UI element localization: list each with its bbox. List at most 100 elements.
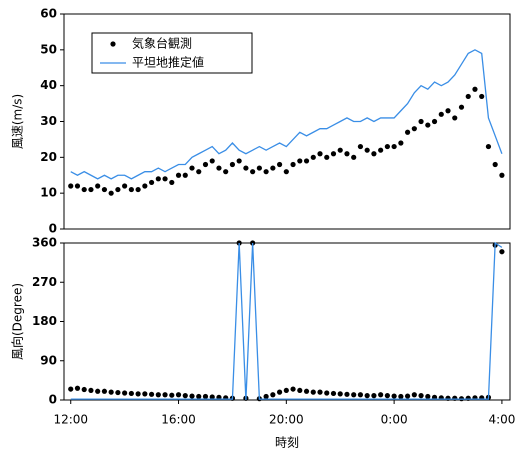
data-point [88,387,94,394]
data-point [283,387,289,394]
data-point [378,147,384,153]
line-series [70,49,503,180]
y-tick-label: 20 [40,150,57,164]
y-tick-label: 0 [49,222,57,236]
data-point [101,186,108,193]
data-point [68,183,74,189]
data-point [485,143,492,150]
data-point [411,392,417,398]
data-point [142,183,148,189]
data-point [209,394,215,400]
data-point [148,391,155,397]
data-point [404,393,411,399]
data-point [115,389,121,396]
data-point [317,151,323,157]
data-point [303,158,310,164]
data-point [182,172,188,178]
data-point [357,143,364,150]
data-point [142,391,148,397]
data-point [175,172,182,178]
data-point [263,169,269,175]
data-point [303,388,310,394]
x-tick-label: 12:00 [53,413,88,427]
y-tick-label: 180 [32,314,57,328]
data-point [297,158,303,164]
data-point [196,169,202,175]
y-tick-label: 30 [40,114,57,128]
x-tick-label: 20:00 [269,413,304,427]
y-tick-label: 360 [32,236,57,250]
data-point [283,169,289,175]
data-point [95,388,101,394]
data-point [95,183,101,189]
data-point [243,165,249,171]
data-point [88,186,94,193]
data-point [196,393,202,400]
data-point [404,129,411,135]
y-tick-label: 50 [40,42,57,56]
data-point [418,393,424,399]
data-point [431,118,438,125]
data-point [378,392,384,398]
data-point [263,393,269,400]
data-point [344,151,350,157]
data-point [229,161,236,168]
data-point [169,392,175,398]
legend-marker [110,41,116,47]
data-point [128,186,134,193]
y-tick-label: 0 [49,393,57,407]
data-point [189,165,195,171]
data-point [398,393,404,400]
data-point [398,140,404,146]
data-point [162,392,168,398]
data-point [68,386,74,392]
data-point [189,393,195,399]
data-point [391,143,397,150]
data-point [290,386,296,392]
data-point [384,393,390,399]
data-point [384,143,390,150]
data-point [128,390,134,397]
data-point [425,393,431,400]
data-point [270,165,276,171]
data-point [236,158,242,164]
legend-box [91,32,253,74]
data-point [411,126,417,132]
data-point [310,154,316,160]
y-axis-label: 風向(Degree) [10,283,25,360]
data-point [108,389,114,395]
data-point [351,154,357,160]
data-point [135,391,141,397]
y-tick-label: 10 [40,186,57,200]
data-point [276,389,283,395]
data-point [122,183,128,189]
data-point [364,393,370,399]
data-point [290,161,296,168]
legend-label: 平坦地推定値 [132,55,204,70]
data-point [276,161,283,168]
data-point [452,115,458,121]
data-point [202,161,209,168]
data-point [344,391,350,397]
data-point [418,118,424,125]
data-point [351,392,357,398]
x-axis-label: 時刻 [275,436,299,450]
x-tick-label: 4:00 [488,413,515,427]
line-series [70,241,503,401]
data-point [182,393,188,399]
y-tick-label: 40 [40,78,57,92]
data-point [256,165,262,171]
data-point [310,389,316,395]
plot-frame [63,242,511,401]
x-tick-label: 0:00 [381,413,408,427]
data-point [155,176,161,182]
data-point [445,108,451,114]
data-point [458,104,465,110]
data-point [438,111,444,117]
data-point [250,169,256,175]
data-point [175,392,182,398]
y-tick-label: 270 [32,275,57,289]
data-point [202,393,209,400]
data-point [499,249,505,255]
